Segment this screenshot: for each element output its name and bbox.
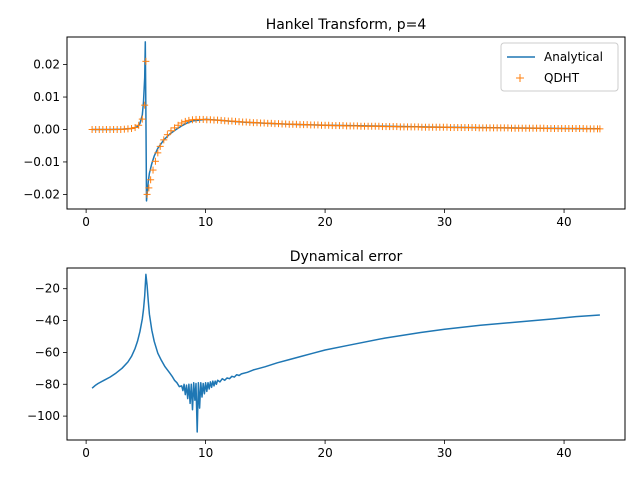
qdht-point <box>596 125 604 133</box>
series-line-1 <box>91 273 600 433</box>
legend: Analytical QDHT <box>500 42 619 92</box>
y-tick-label: −20 <box>35 282 60 296</box>
legend-box <box>500 42 619 92</box>
dynamical-error-panel: Dynamical error 0 10 20 30 40 −100 −80 −60 −40 −2… <box>27 249 626 460</box>
plot-area <box>91 273 600 433</box>
x-tick-label: 20 <box>317 446 332 460</box>
qdht-point <box>171 124 179 132</box>
qdht-point <box>142 57 150 65</box>
x-tick-label: 10 <box>198 215 213 229</box>
qdht-point <box>160 136 168 144</box>
y-tick-label: −40 <box>35 314 60 328</box>
qdht-point <box>143 190 151 198</box>
y-tick-label: 0.02 <box>33 58 60 72</box>
plot-area <box>88 41 604 202</box>
y-tick-label: −60 <box>35 345 60 359</box>
y-tick-label: 0.00 <box>33 122 60 136</box>
axes-frame <box>66 267 626 441</box>
y-tick-label: −100 <box>27 409 60 423</box>
qdht-point <box>147 176 155 184</box>
legend-analytical-label: Analytical <box>544 50 603 64</box>
chart-title: Dynamical error <box>290 249 403 265</box>
x-tick-label: 30 <box>437 215 452 229</box>
x-tick-label: 20 <box>317 215 332 229</box>
y-tick-label: −0.01 <box>23 155 60 169</box>
y-tick-label: −0.02 <box>23 187 60 201</box>
qdht-point <box>138 115 146 123</box>
qdht-point <box>185 116 193 124</box>
chart-title: Hankel Transform, p=4 <box>266 17 427 33</box>
qdht-point <box>135 121 143 129</box>
qdht-point <box>131 124 139 132</box>
x-tick-label: 30 <box>437 446 452 460</box>
qdht-point <box>149 166 157 174</box>
qdht-point <box>174 121 182 129</box>
hankel-transform-panel: Hankel Transform, p=4 0 10 20 30 40 −0.02 −0.0… <box>23 17 626 229</box>
qdht-point <box>156 142 164 150</box>
qdht-point <box>163 131 171 139</box>
legend-qdht-label: QDHT <box>544 71 580 85</box>
x-tick-label: 0 <box>82 215 90 229</box>
axes-frame <box>66 36 626 210</box>
x-tick-label: 10 <box>198 446 213 460</box>
qdht-point <box>181 117 189 125</box>
x-tick-label: 40 <box>556 446 571 460</box>
axis-ticks: 0 10 20 30 40 −100 −80 −60 −40 −20 <box>27 282 572 460</box>
y-tick-label: 0.01 <box>33 90 60 104</box>
qdht-point <box>151 157 159 165</box>
x-tick-label: 0 <box>82 446 90 460</box>
x-tick-label: 40 <box>556 215 571 229</box>
qdht-point <box>167 127 175 135</box>
qdht-point <box>141 101 149 109</box>
y-tick-label: −80 <box>35 377 60 391</box>
qdht-point <box>145 184 153 192</box>
axis-ticks: 0 10 20 30 40 −0.02 −0.01 0.00 0.01 0.02 <box>23 58 571 229</box>
qdht-point <box>154 149 162 157</box>
qdht-point <box>128 125 136 133</box>
qdht-point <box>178 119 186 127</box>
